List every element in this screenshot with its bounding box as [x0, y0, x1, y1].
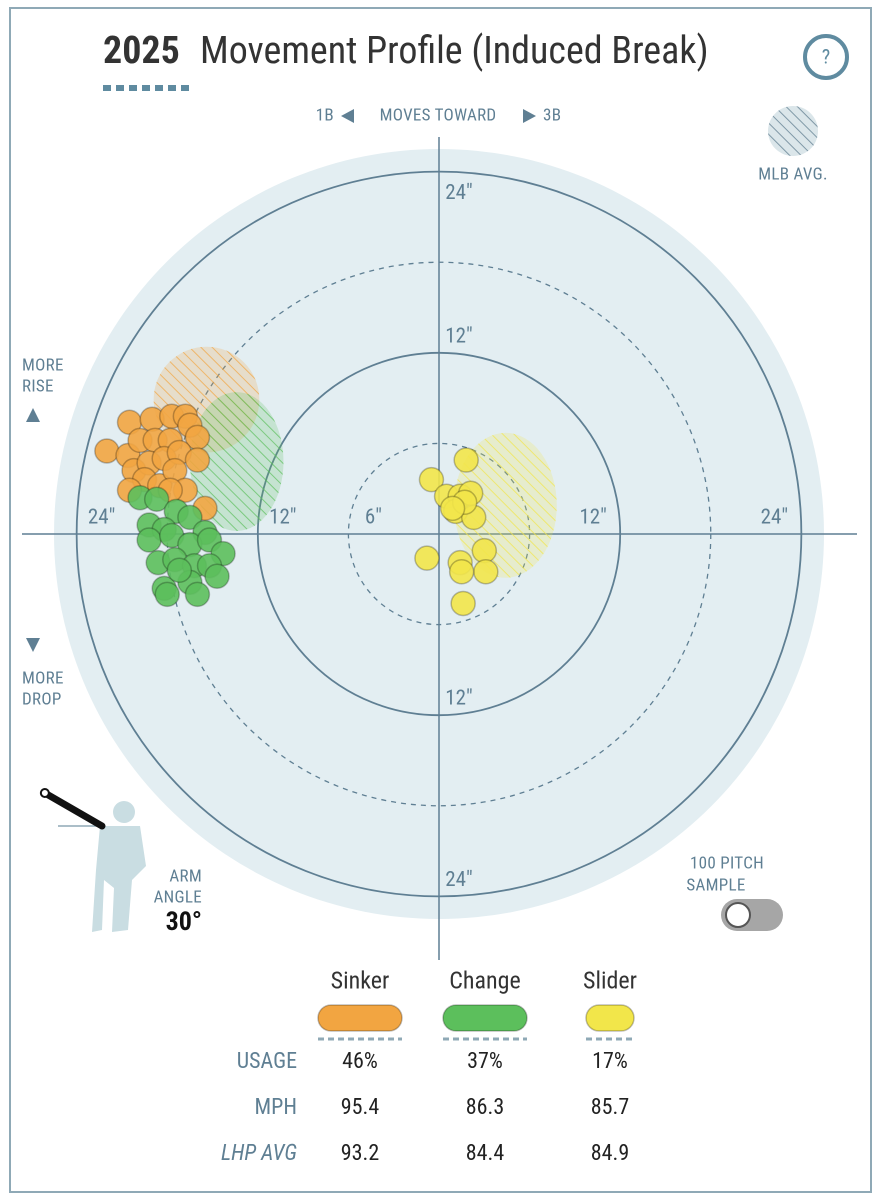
row-label: MPH: [255, 1095, 297, 1120]
legend-name: Slider: [583, 966, 637, 994]
stats-table: Sinker Change Slider USAGE 46% 37% 17% MPH 95.4 8…: [221, 966, 637, 1165]
chart: 24" 12" 6" 12" 24" 24" 12" 12" 24": [22, 137, 857, 960]
mlb-avg-hatch: [189, 392, 284, 531]
cell: 84.4: [466, 1141, 505, 1166]
arm-angle-label: ANGLE: [154, 887, 202, 907]
mlb-avg-label: MLB AVG.: [758, 164, 828, 184]
arm-angle-ball: [39, 788, 50, 798]
sample-label: SAMPLE: [686, 875, 745, 895]
pitch: [418, 466, 445, 493]
y-tick-label: 24": [445, 868, 472, 892]
legend-swatch: [585, 1004, 635, 1032]
pitch: [448, 558, 475, 585]
pitch: [136, 527, 162, 553]
y-tick-label: 12": [445, 324, 472, 348]
pitcher-head: [113, 801, 135, 823]
drop-label: DROP: [22, 689, 62, 709]
pitch: [471, 537, 498, 564]
y-tick-label: 24": [445, 181, 472, 205]
cell: 46%: [342, 1049, 378, 1074]
arm-angle-value: 30°: [166, 907, 202, 937]
dir-middle: MOVES TOWARD: [380, 105, 497, 125]
cell: 93.2: [341, 1141, 379, 1166]
title: Movement Profile (Induced Break): [200, 29, 709, 73]
help-icon[interactable]: ?: [822, 44, 830, 68]
legend-swatch: [442, 1004, 528, 1032]
pitch: [414, 545, 440, 571]
pitch: [184, 447, 211, 473]
cell: 37%: [467, 1049, 503, 1074]
arrow-left: [341, 109, 354, 123]
dir-left: 1B: [316, 105, 334, 125]
toggle-knob[interactable]: [725, 902, 751, 928]
pitch: [177, 504, 203, 531]
mlb-avg-icon-hatch: [768, 106, 818, 156]
pitch: [184, 581, 211, 608]
sample-toggle[interactable]: [721, 899, 783, 931]
arrow-right: [523, 109, 536, 123]
legend-name: Change: [449, 966, 520, 994]
x-tick-label: 24": [761, 506, 788, 530]
y-tick-label: 12": [445, 687, 472, 711]
pitch: [439, 495, 466, 522]
arm-angle-line: [41, 789, 106, 830]
help-circle[interactable]: [803, 34, 849, 80]
pitch: [143, 486, 170, 513]
cell: 86.3: [466, 1095, 504, 1120]
row-label: USAGE: [237, 1049, 297, 1074]
x-tick-label: 12": [579, 506, 606, 530]
pitcher-body: [92, 826, 146, 932]
drop-arrow: [26, 638, 40, 652]
pitch: [166, 557, 193, 583]
drop-label: MORE: [22, 668, 64, 688]
rise-label: MORE: [22, 355, 64, 375]
rise-label: RISE: [22, 376, 54, 396]
legend-name: Sinker: [331, 966, 390, 994]
x-tick-label: 24": [88, 506, 115, 530]
title-year: 2025: [103, 29, 180, 73]
x-tick-label: 6": [365, 506, 382, 530]
cell: 17%: [592, 1049, 628, 1074]
pitch: [473, 558, 499, 585]
x-tick-label: 12": [269, 506, 296, 530]
pitch: [204, 563, 230, 590]
pitch: [453, 447, 479, 473]
pitch: [154, 581, 180, 608]
pitch: [450, 590, 476, 617]
pitch: [94, 438, 120, 464]
arm-angle-label: ARM: [169, 866, 202, 886]
legend-swatch: [317, 1004, 403, 1032]
cell: 95.4: [341, 1095, 380, 1120]
help-button[interactable]: ?: [803, 34, 849, 80]
cell: 84.9: [591, 1141, 629, 1166]
pitcher-figure: [58, 801, 146, 932]
row-label: LHP AVG: [221, 1141, 297, 1166]
rise-arrow: [26, 408, 40, 422]
dir-right: 3B: [543, 105, 561, 125]
sample-label: 100 PITCH: [690, 853, 764, 873]
cell: 85.7: [591, 1095, 629, 1120]
